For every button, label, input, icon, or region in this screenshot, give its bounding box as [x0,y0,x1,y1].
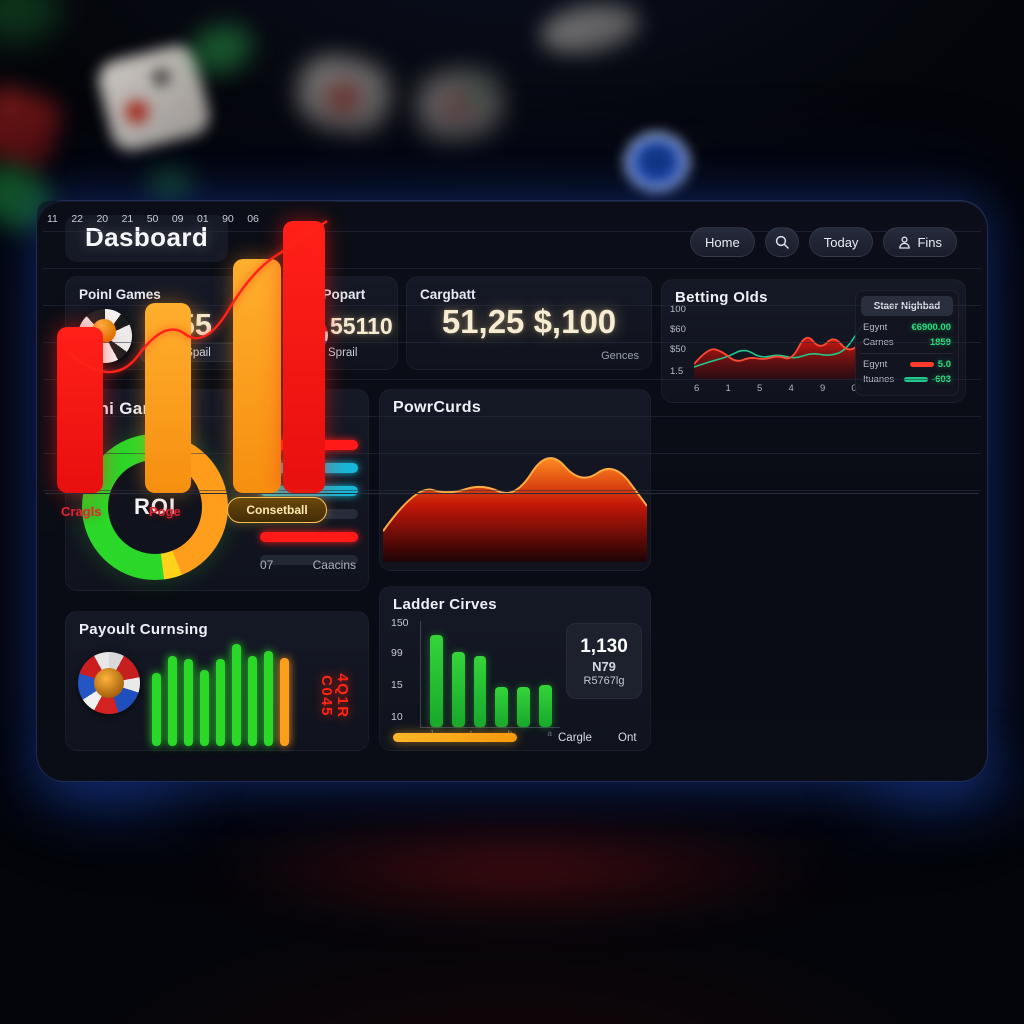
roulette-wheel-icon [78,652,140,714]
odds-number: 06 [247,213,259,225]
trend-line-chart [66,220,328,374]
payout-bar [184,659,193,746]
side-text-line: 4Q1R [334,673,352,719]
odds-bar [145,303,191,493]
odds-number: 11 [47,213,58,225]
red-glow-decoration [200,820,840,920]
wheel-center [94,668,124,698]
consetball-button[interactable]: Consetball [227,497,327,523]
stat-primary: 1,130 [580,635,628,657]
ladder-bar [473,656,487,727]
x-axis-line [45,493,979,494]
blurred-red-dice-icon [0,82,66,174]
rotated-side-text: 4Q1R C045 [302,664,366,728]
footer-label: Cargle [558,732,592,744]
odds-number: 50 [146,213,159,225]
payout-bar [232,644,241,746]
panel-title: Ladder Cirves [393,596,497,613]
ladder-bar [430,635,443,727]
payout-bar-chart [152,644,300,746]
y-axis-tick: 150 [391,617,409,629]
donut-center-label: ROI [133,494,177,519]
y-axis-tick: 99 [391,647,403,659]
payout-bar [264,651,273,746]
payout-bar [200,669,209,746]
odds-bar [233,259,281,493]
ladder-bar [539,685,552,727]
gridlines [43,231,981,493]
blurred-dice-icon [94,41,214,155]
mini-games-footer: 07 Caacins [260,558,356,572]
category-label: Poge [149,504,181,519]
ladder-bar-chart [430,623,552,727]
footer-label: Ont [618,732,637,744]
blurred-gem-icon [148,168,192,200]
ladder-stats-box: 1,130 N79 R5767lg [566,623,642,699]
payout-bar [152,672,161,746]
odds-number: 01 [196,213,209,225]
trend-line [66,220,328,374]
odds-bar [57,326,103,493]
blurred-playing-card-icon [291,49,397,139]
odds-number: 21 [121,213,134,225]
category-label: Cragls [61,504,102,519]
mini-bar [260,555,358,565]
x-axis-line [420,727,560,728]
side-text-line: C045 [318,675,335,717]
payout-bar [248,656,257,746]
odds-number: 09 [171,213,184,225]
payout-bar [168,656,177,746]
payout-curnsing-panel: Payoult Curnsing 4Q1R C045 [65,611,369,751]
odds-number: 90 [222,213,234,225]
payout-bar [280,658,289,746]
blurred-playing-card-icon [413,66,507,144]
footer-right-label: Caacins [312,558,356,572]
odds-number-row: 11 22 20 21 50 09 01 90 06 [47,213,259,225]
odds-number: 20 [96,213,109,225]
payout-bar [216,659,225,746]
ladder-bar [517,687,531,727]
y-axis-tick: 15 [391,679,403,691]
stat-tertiary: R5767lg [583,674,625,687]
ladder-cirves-panel: Ladder Cirves 150 99 15 10 1tba 1,130 N7… [379,586,651,751]
stat-secondary: N79 [592,658,616,674]
mini-bar [260,532,358,542]
footer-left-label: 07 [260,558,274,572]
ladder-bar [451,652,465,727]
blurred-chip-decoration [536,0,644,61]
y-axis-tick: 10 [391,711,403,723]
odds-number: 22 [71,213,84,225]
blurred-poker-chip-icon [624,132,690,192]
x-axis-tick: a [547,729,552,738]
ladder-bar [495,687,509,727]
odds-bar [283,221,325,493]
blurred-green-decoration [0,0,60,42]
dashboard-window: Dasboard Home Today Fins Poin [36,200,988,782]
y-axis-line [420,621,421,727]
odds-board-panel: 11 22 20 21 50 09 01 90 06 Cragls Poge Consetbal… [37,201,981,533]
panel-title: Payoult Curnsing [79,621,208,638]
blurred-gem-icon [184,17,258,81]
odds-bar-chart [37,201,342,493]
progress-bar[interactable] [393,733,517,742]
